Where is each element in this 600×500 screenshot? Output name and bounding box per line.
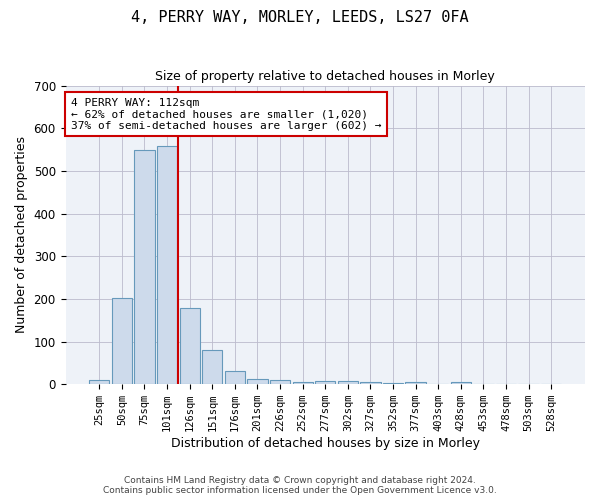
Title: Size of property relative to detached houses in Morley: Size of property relative to detached ho… — [155, 70, 495, 83]
Text: 4, PERRY WAY, MORLEY, LEEDS, LS27 0FA: 4, PERRY WAY, MORLEY, LEEDS, LS27 0FA — [131, 10, 469, 25]
Bar — [179, 308, 200, 384]
Bar — [338, 381, 358, 384]
Bar — [89, 380, 109, 384]
Bar — [406, 382, 426, 384]
Text: 4 PERRY WAY: 112sqm
← 62% of detached houses are smaller (1,020)
37% of semi-det: 4 PERRY WAY: 112sqm ← 62% of detached ho… — [71, 98, 381, 130]
Bar — [225, 372, 245, 384]
Bar — [360, 382, 380, 384]
Bar — [451, 382, 471, 384]
Y-axis label: Number of detached properties: Number of detached properties — [15, 136, 28, 334]
Text: Contains HM Land Registry data © Crown copyright and database right 2024.
Contai: Contains HM Land Registry data © Crown c… — [103, 476, 497, 495]
Bar — [157, 146, 177, 384]
Bar — [112, 298, 132, 384]
Bar — [134, 150, 155, 384]
Bar — [383, 383, 403, 384]
Bar — [202, 350, 223, 384]
Bar — [270, 380, 290, 384]
Bar — [315, 381, 335, 384]
Bar — [293, 382, 313, 384]
X-axis label: Distribution of detached houses by size in Morley: Distribution of detached houses by size … — [171, 437, 480, 450]
Bar — [247, 379, 268, 384]
